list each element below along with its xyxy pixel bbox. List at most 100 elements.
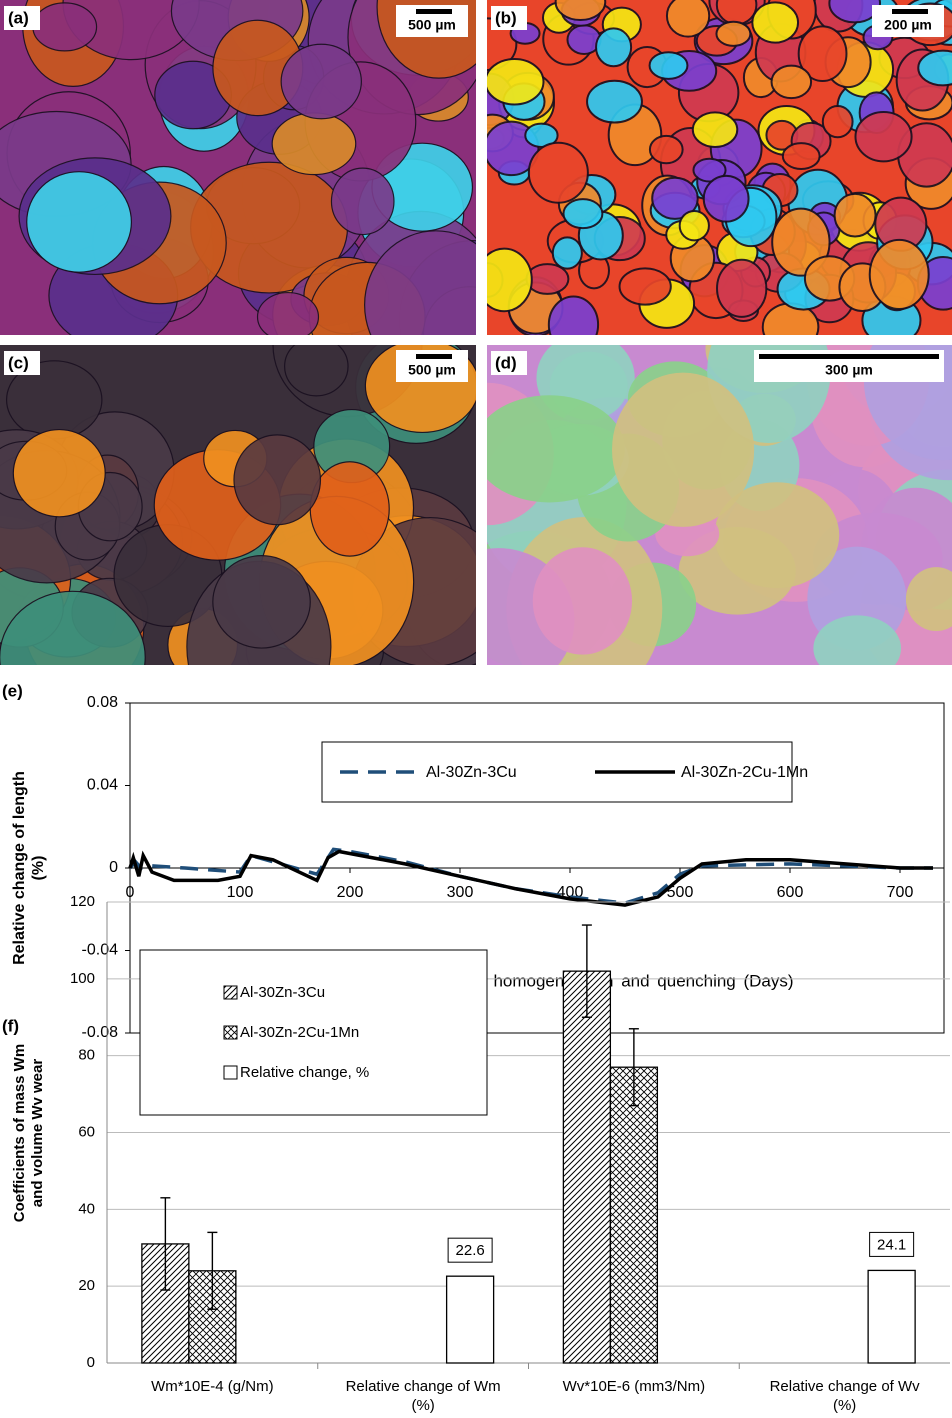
legend-label: Al-30Zn-2Cu-1Mn [240,1024,359,1041]
x-tick-label: Relative change of Wv [770,1378,921,1395]
grain [285,337,348,396]
y-tick-label: -0.08 [82,1024,119,1041]
data-label: 24.1 [877,1236,906,1253]
grain [693,112,737,147]
legend-label: Al-30Zn-3Cu [240,984,325,1001]
y-tick-label: 0 [87,1354,95,1371]
grain [680,211,709,240]
legend-swatch [224,986,237,999]
grain [477,249,532,312]
panel-label: (d) [495,353,517,372]
scale-bar-label: 500 µm [408,17,456,33]
grain [667,0,709,37]
grain [485,59,543,104]
panel-label: (a) [8,8,29,27]
grain [772,66,812,99]
grain [474,395,625,502]
scale-bar [416,354,452,359]
grain [587,81,642,123]
grain [529,143,588,203]
micrograph [459,0,952,353]
grain [717,260,766,317]
panel-label: (e) [2,681,23,700]
data-label: 22.6 [456,1242,485,1259]
micrograph [0,273,509,732]
bar [610,1067,657,1363]
legend-swatch [224,1026,237,1039]
x-tick-label: 0 [126,884,135,901]
legend-label: Al-30Zn-2Cu-1Mn [681,764,808,781]
grain [563,199,602,228]
grain [533,547,632,654]
y-tick-label: 0.08 [87,694,118,711]
scale-bar-label: 200 µm [884,17,932,33]
grain [549,296,598,352]
grain [855,112,911,161]
grain [752,2,798,42]
scale-bar [759,354,939,359]
grain [234,435,320,525]
panel-label: (b) [495,8,517,27]
grain [27,172,132,273]
grain [272,113,356,175]
grain [281,44,361,118]
y-tick-label: 0.04 [87,777,118,794]
x-tick-label: 100 [227,884,254,901]
legend-label: Relative change, % [240,1064,369,1081]
grain [870,240,929,309]
y-tick-label: 0 [109,859,118,876]
grain [310,462,389,556]
grain [716,22,750,46]
x-tick-label: Relative change of Wm [346,1378,501,1395]
scale-bar [416,9,452,14]
y-axis-label: and volume Wv wear [29,1059,46,1208]
grain [650,136,683,163]
legend-swatch [224,1066,237,1079]
x-tick-label: Wv*10E-6 (mm3/Nm) [563,1378,706,1395]
x-tick-label: Wm*10E-4 (g/Nm) [151,1378,274,1395]
x-tick-label: 200 [337,884,364,901]
y-tick-label: 40 [78,1200,95,1217]
x-tick-label: 700 [887,884,914,901]
y-tick-label: 80 [78,1047,95,1064]
x-tick-label: 300 [447,884,474,901]
grain [823,106,853,137]
bar [447,1276,494,1363]
scale-bar-label: 500 µm [408,362,456,378]
grain [835,194,876,237]
grain [33,3,97,51]
grain [596,28,631,66]
grain [553,237,582,268]
panel-label: (f) [2,1016,19,1035]
y-tick-label: 100 [70,970,95,987]
y-tick-label: 60 [78,1123,95,1140]
scale-bar [892,9,928,14]
grain [650,52,688,79]
grain [704,176,749,222]
y-tick-label: -0.04 [82,942,119,959]
figure: (a) 500 µm (b) 200 µm (c) 500 µm (d) 300 µm (e) -… [0,0,952,1418]
grain [258,293,319,342]
x-tick-label: 600 [777,884,804,901]
grain [331,168,394,234]
scale-bar-label: 300 µm [825,362,873,378]
panel-label: (c) [8,353,29,372]
y-tick-label: 20 [78,1277,95,1294]
grain [612,373,754,527]
x-tick-label: (%) [833,1397,856,1414]
grain [0,591,145,723]
grain [813,615,901,681]
bar [868,1270,915,1363]
bar [563,971,610,1363]
y-axis-label: Relative change of length [11,771,28,965]
x-tick-label: (%) [411,1397,434,1414]
grain [783,143,820,169]
y-axis-label: Coefficients of mass Wm [11,1044,28,1222]
grain [13,430,105,517]
y-axis-label: (%) [30,856,47,881]
y-tick-label: 120 [70,893,95,910]
grain [620,268,671,304]
legend-label: Al-30Zn-3Cu [426,764,517,781]
grain [763,303,819,350]
grain [213,556,310,648]
